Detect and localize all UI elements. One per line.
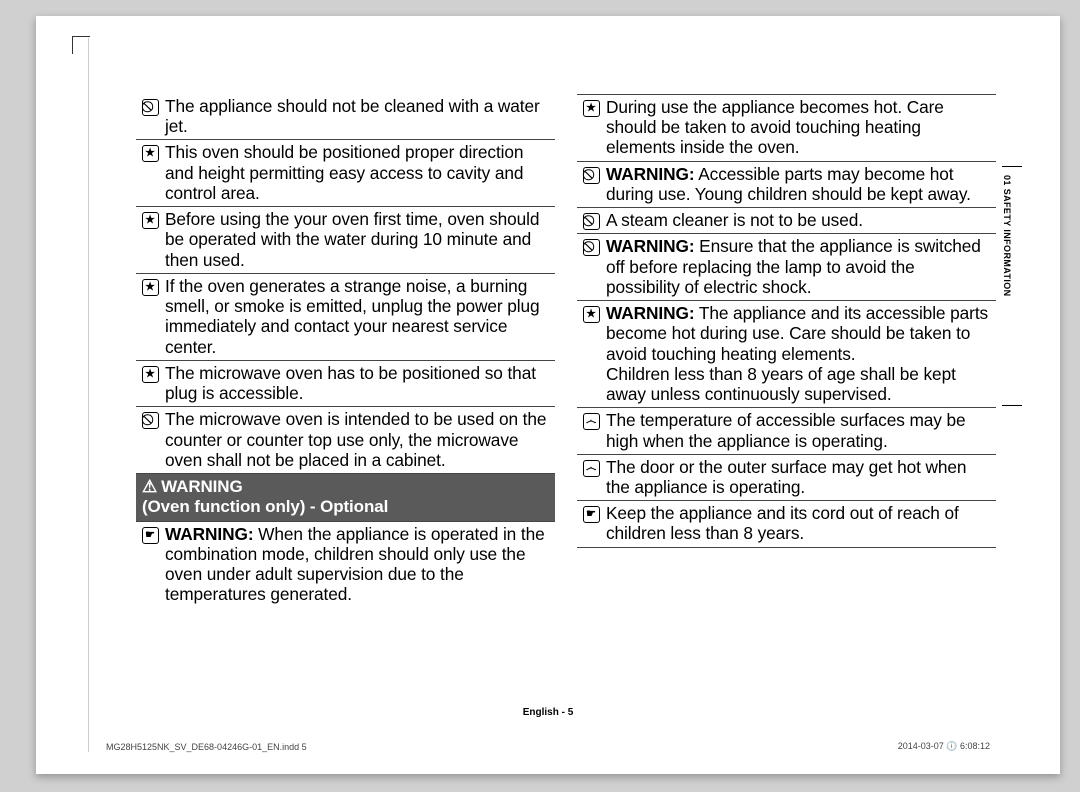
star-icon: ★ [580, 303, 602, 323]
warning-bold: WARNING: [165, 524, 253, 544]
safety-item: ★ If the oven generates a strange noise,… [136, 274, 555, 361]
safety-item: ★ WARNING: The appliance and its accessi… [577, 301, 996, 408]
hand-icon: ☛ [139, 524, 161, 544]
safety-text: During use the appliance becomes hot. Ca… [602, 97, 993, 158]
safety-item: ☛ Keep the appliance and its cord out of… [577, 501, 996, 547]
footer-filename: MG28H5125NK_SV_DE68-04246G-01_EN.indd 5 [106, 742, 307, 752]
safety-item: ★ During use the appliance becomes hot. … [577, 94, 996, 162]
page-number: English - 5 [36, 707, 1060, 718]
prohibit-icon: ⃠ [580, 236, 602, 256]
safety-item: ⃠ WARNING: Ensure that the appliance is … [577, 234, 996, 301]
safety-item: ⃠ The appliance should not be cleaned wi… [136, 94, 555, 140]
safety-text: Keep the appliance and its cord out of r… [602, 503, 993, 543]
prohibit-icon: ⃠ [580, 164, 602, 184]
safety-item: ෴ The temperature of accessible surfaces… [577, 408, 996, 454]
warning-subtitle: (Oven function only) - Optional [142, 497, 388, 516]
safety-text: This oven should be positioned proper di… [161, 142, 552, 203]
warning-title: WARNING [161, 477, 242, 496]
star-icon: ★ [580, 97, 602, 117]
warning-bold: WARNING: [606, 236, 694, 256]
crop-mark-icon [72, 36, 108, 72]
safety-text: A steam cleaner is not to be used. [602, 210, 993, 230]
star-icon: ★ [139, 276, 161, 296]
warning-bold: WARNING: [606, 164, 694, 184]
warning-bold: WARNING: [606, 303, 694, 323]
safety-item: ★ Before using the your oven first time,… [136, 207, 555, 274]
warning-triangle-icon: ⚠ [142, 477, 157, 496]
safety-item: ⃠ A steam cleaner is not to be used. [577, 208, 996, 234]
safety-item: ☛ WARNING: When the appliance is operate… [136, 522, 555, 608]
star-icon: ★ [139, 209, 161, 229]
safety-text: WARNING: Accessible parts may become hot… [602, 164, 993, 204]
safety-text: The microwave oven is intended to be use… [161, 409, 552, 470]
safety-text: Before using the your oven first time, o… [161, 209, 552, 270]
safety-text: WARNING: When the appliance is operated … [161, 524, 552, 605]
safety-item: ★ The microwave oven has to be positione… [136, 361, 555, 407]
safety-item: ⃠ WARNING: Accessible parts may become h… [577, 162, 996, 208]
hand-icon: ☛ [580, 503, 602, 523]
margin-rule [88, 38, 89, 752]
safety-item: ★ This oven should be positioned proper … [136, 140, 555, 207]
prohibit-icon: ⃠ [139, 409, 161, 429]
footer-timestamp: 2014-03-07 🕕 6:08:12 [898, 741, 990, 752]
safety-text: The microwave oven has to be positioned … [161, 363, 552, 403]
safety-text: WARNING: The appliance and its accessibl… [602, 303, 993, 404]
hot-surface-icon: ෴ [580, 457, 602, 477]
body-columns: ⃠ The appliance should not be cleaned wi… [136, 94, 996, 714]
prohibit-icon: ⃠ [580, 210, 602, 230]
manual-page: ⃠ The appliance should not be cleaned wi… [36, 16, 1060, 774]
safety-text: If the oven generates a strange noise, a… [161, 276, 552, 357]
prohibit-icon: ⃠ [139, 96, 161, 116]
safety-text: The temperature of accessible surfaces m… [602, 410, 993, 450]
star-icon: ★ [139, 363, 161, 383]
safety-text: The appliance should not be cleaned with… [161, 96, 552, 136]
safety-item: ⃠ The microwave oven is intended to be u… [136, 407, 555, 474]
section-tab: 01 SAFETY INFORMATION [1002, 166, 1022, 406]
star-icon: ★ [139, 142, 161, 162]
warning-section-header: ⚠WARNING (Oven function only) - Optional [136, 474, 555, 522]
hot-surface-icon: ෴ [580, 410, 602, 430]
safety-text: WARNING: Ensure that the appliance is sw… [602, 236, 993, 297]
safety-item: ෴ The door or the outer surface may get … [577, 455, 996, 501]
safety-text: The door or the outer surface may get ho… [602, 457, 993, 497]
